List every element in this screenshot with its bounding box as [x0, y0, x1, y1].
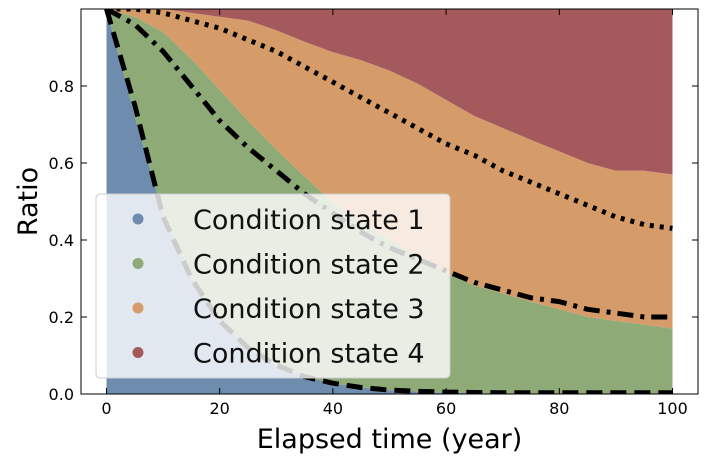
x-tick-label: 0 — [101, 399, 111, 418]
x-tick-label: 60 — [436, 399, 456, 418]
area-condition-state-3 — [106, 9, 673, 329]
y-axis-label: Ratio — [13, 167, 44, 236]
legend-marker — [132, 347, 144, 358]
plot-frame — [80, 8, 699, 395]
legend-marker — [132, 258, 144, 269]
x-tick-label: 100 — [657, 399, 688, 418]
x-tick-label: 80 — [549, 399, 569, 418]
legend-label: Condition state 4 — [193, 339, 425, 370]
legend-label: Condition state 3 — [193, 294, 425, 325]
area-condition-state-4 — [106, 9, 673, 175]
y-tick-label: 0.0 — [49, 385, 74, 404]
legend-box — [95, 193, 451, 379]
legend-label: Condition state 1 — [193, 205, 425, 236]
y-tick-label: 0.6 — [49, 154, 74, 173]
y-tick-label: 0.4 — [49, 231, 74, 250]
legend-marker — [132, 302, 144, 314]
x-tick-label: 40 — [323, 399, 343, 418]
legend-label: Condition state 2 — [193, 250, 425, 281]
x-tick-label: 20 — [210, 399, 230, 418]
legend-marker — [132, 213, 144, 225]
y-tick-label: 0.2 — [49, 308, 74, 327]
y-tick-label: 0.8 — [49, 77, 74, 96]
x-axis-label: Elapsed time (year) — [257, 424, 523, 455]
axis-ticks: 0 20 40 60 80 100 0.0 0.2 0.4 0.6 0.8 — [49, 9, 698, 418]
legend: Condition state 1 Condition state 2 Condit… — [95, 193, 451, 379]
